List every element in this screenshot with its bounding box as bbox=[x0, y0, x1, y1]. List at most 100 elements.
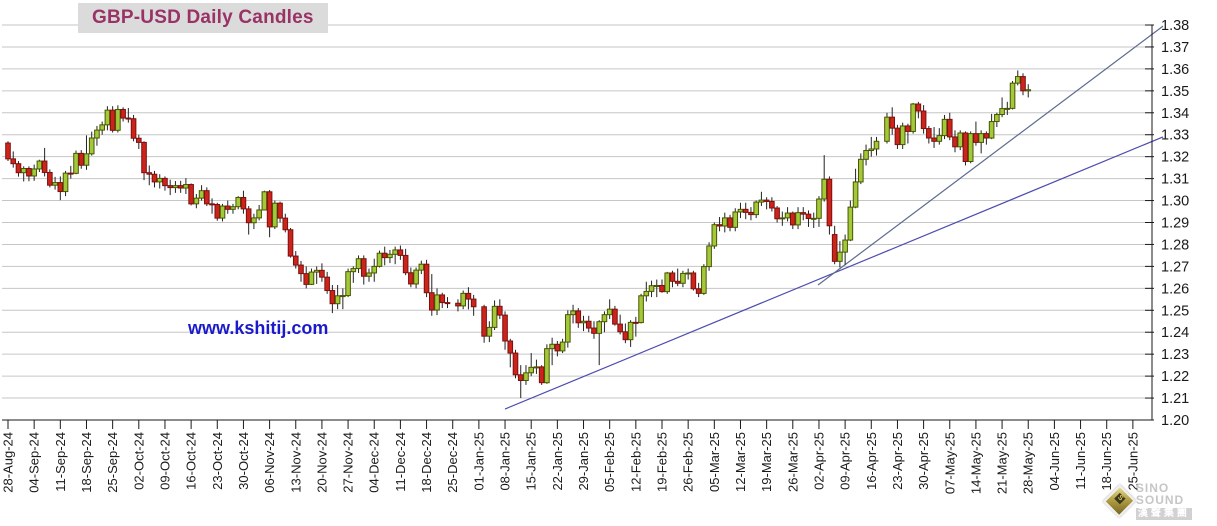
bear-candle bbox=[214, 204, 221, 219]
svg-text:04-Jun-25: 04-Jun-25 bbox=[1047, 432, 1062, 491]
bull-candle bbox=[732, 211, 739, 228]
svg-text:02-Oct-24: 02-Oct-24 bbox=[131, 432, 146, 490]
bull-candle bbox=[219, 205, 226, 219]
bull-candle bbox=[821, 178, 827, 200]
svg-text:1.33: 1.33 bbox=[1161, 128, 1189, 144]
svg-text:27-Nov-24: 27-Nov-24 bbox=[341, 432, 356, 493]
bear-candle bbox=[507, 340, 514, 354]
logo-chinese-name: 漢聲集團 bbox=[1135, 508, 1192, 520]
svg-text:1.27: 1.27 bbox=[1161, 259, 1189, 275]
bull-candle bbox=[256, 209, 262, 219]
bear-candle bbox=[920, 110, 927, 130]
bull-candle bbox=[156, 177, 163, 183]
bear-candle bbox=[915, 103, 922, 112]
bull-candle bbox=[863, 150, 869, 160]
svg-text:1.23: 1.23 bbox=[1161, 347, 1189, 363]
bull-candle bbox=[371, 265, 378, 274]
bear-candle bbox=[67, 172, 74, 175]
bear-candle bbox=[162, 177, 168, 187]
bear-candle bbox=[554, 343, 561, 352]
bear-candle bbox=[204, 190, 210, 205]
bear-candle bbox=[889, 116, 896, 129]
bull-candle bbox=[978, 133, 984, 143]
bear-candle bbox=[5, 142, 11, 160]
svg-text:04-Sep-24: 04-Sep-24 bbox=[27, 432, 42, 493]
bull-candle bbox=[999, 108, 1005, 116]
bear-candle bbox=[266, 191, 273, 228]
svg-text:04-Dec-24: 04-Dec-24 bbox=[367, 432, 382, 493]
bear-candle bbox=[177, 185, 184, 189]
svg-text:1.37: 1.37 bbox=[1161, 40, 1189, 56]
bull-candle bbox=[868, 148, 875, 152]
bear-candle bbox=[952, 136, 958, 148]
bear-candle bbox=[287, 229, 294, 257]
bear-candle bbox=[931, 137, 937, 142]
bull-candle bbox=[570, 310, 576, 316]
bear-candle bbox=[408, 272, 414, 285]
bear-candle bbox=[136, 137, 142, 143]
svg-text:25-Jun-25: 25-Jun-25 bbox=[1125, 432, 1140, 491]
bull-candle bbox=[486, 326, 493, 337]
bull-candle bbox=[94, 129, 100, 139]
svg-text:1.35: 1.35 bbox=[1161, 84, 1189, 100]
bear-candle bbox=[769, 200, 775, 209]
bull-candle bbox=[355, 258, 362, 270]
bear-candle bbox=[790, 212, 796, 226]
bull-candle bbox=[350, 268, 357, 273]
svg-text:1.24: 1.24 bbox=[1161, 325, 1189, 341]
svg-text:09-Apr-25: 09-Apr-25 bbox=[838, 432, 853, 490]
svg-text:06-Nov-24: 06-Nov-24 bbox=[262, 432, 277, 493]
bull-candle bbox=[1004, 107, 1011, 110]
bear-candle bbox=[905, 125, 911, 132]
bull-candle bbox=[418, 263, 425, 271]
candles bbox=[5, 70, 1032, 399]
bear-candle bbox=[946, 118, 953, 138]
bear-candle bbox=[748, 211, 754, 216]
svg-text:29-Jan-25: 29-Jan-25 bbox=[576, 432, 591, 491]
bull-candle bbox=[784, 212, 791, 219]
bull-candle bbox=[884, 116, 890, 142]
bear-candle bbox=[329, 290, 336, 305]
svg-text:30-Oct-24: 30-Oct-24 bbox=[236, 432, 251, 490]
bull-candle bbox=[737, 208, 744, 213]
bear-candle bbox=[695, 288, 702, 294]
axis-labels: 1.38 1.37 1.36 1.35 1.34 1.33 1.32 1.31 1.30 1.29… bbox=[1, 18, 1190, 494]
bull-candle bbox=[847, 206, 854, 241]
bear-candle bbox=[470, 298, 477, 308]
bear-candle bbox=[805, 213, 812, 220]
bull-candle bbox=[706, 245, 712, 268]
bear-candle bbox=[659, 284, 665, 293]
bear-candle bbox=[727, 217, 733, 228]
bull-candle bbox=[936, 135, 943, 142]
svg-text:1.22: 1.22 bbox=[1161, 369, 1189, 385]
bear-candle bbox=[617, 323, 623, 333]
svg-text:25-Dec-24: 25-Dec-24 bbox=[445, 432, 460, 493]
bull-candle bbox=[387, 253, 393, 259]
bull-candle bbox=[366, 272, 372, 277]
bear-candle bbox=[669, 272, 676, 282]
bear-candle bbox=[512, 352, 519, 376]
bull-candle bbox=[528, 366, 535, 374]
bull-candle bbox=[680, 272, 686, 284]
bear-candle bbox=[402, 254, 409, 274]
bull-candle bbox=[73, 152, 79, 174]
bull-candle bbox=[685, 272, 691, 275]
bear-candle bbox=[983, 133, 990, 139]
bull-candle bbox=[779, 217, 786, 220]
bull-candle bbox=[62, 172, 69, 193]
bear-candle bbox=[800, 212, 807, 215]
gridlines bbox=[2, 24, 1152, 421]
bull-candle bbox=[334, 295, 341, 305]
logo-name: SINO SOUND bbox=[1135, 481, 1185, 507]
svg-text:23-Apr-25: 23-Apr-25 bbox=[890, 432, 905, 490]
bear-candle bbox=[585, 320, 592, 329]
bear-candle bbox=[324, 276, 330, 292]
bear-candle bbox=[674, 280, 681, 284]
bull-candle bbox=[596, 321, 603, 334]
bull-candle bbox=[340, 295, 346, 298]
svg-text:11-Sep-24: 11-Sep-24 bbox=[53, 432, 68, 492]
bear-candle bbox=[894, 127, 901, 146]
svg-text:16-Oct-24: 16-Oct-24 bbox=[184, 432, 199, 490]
